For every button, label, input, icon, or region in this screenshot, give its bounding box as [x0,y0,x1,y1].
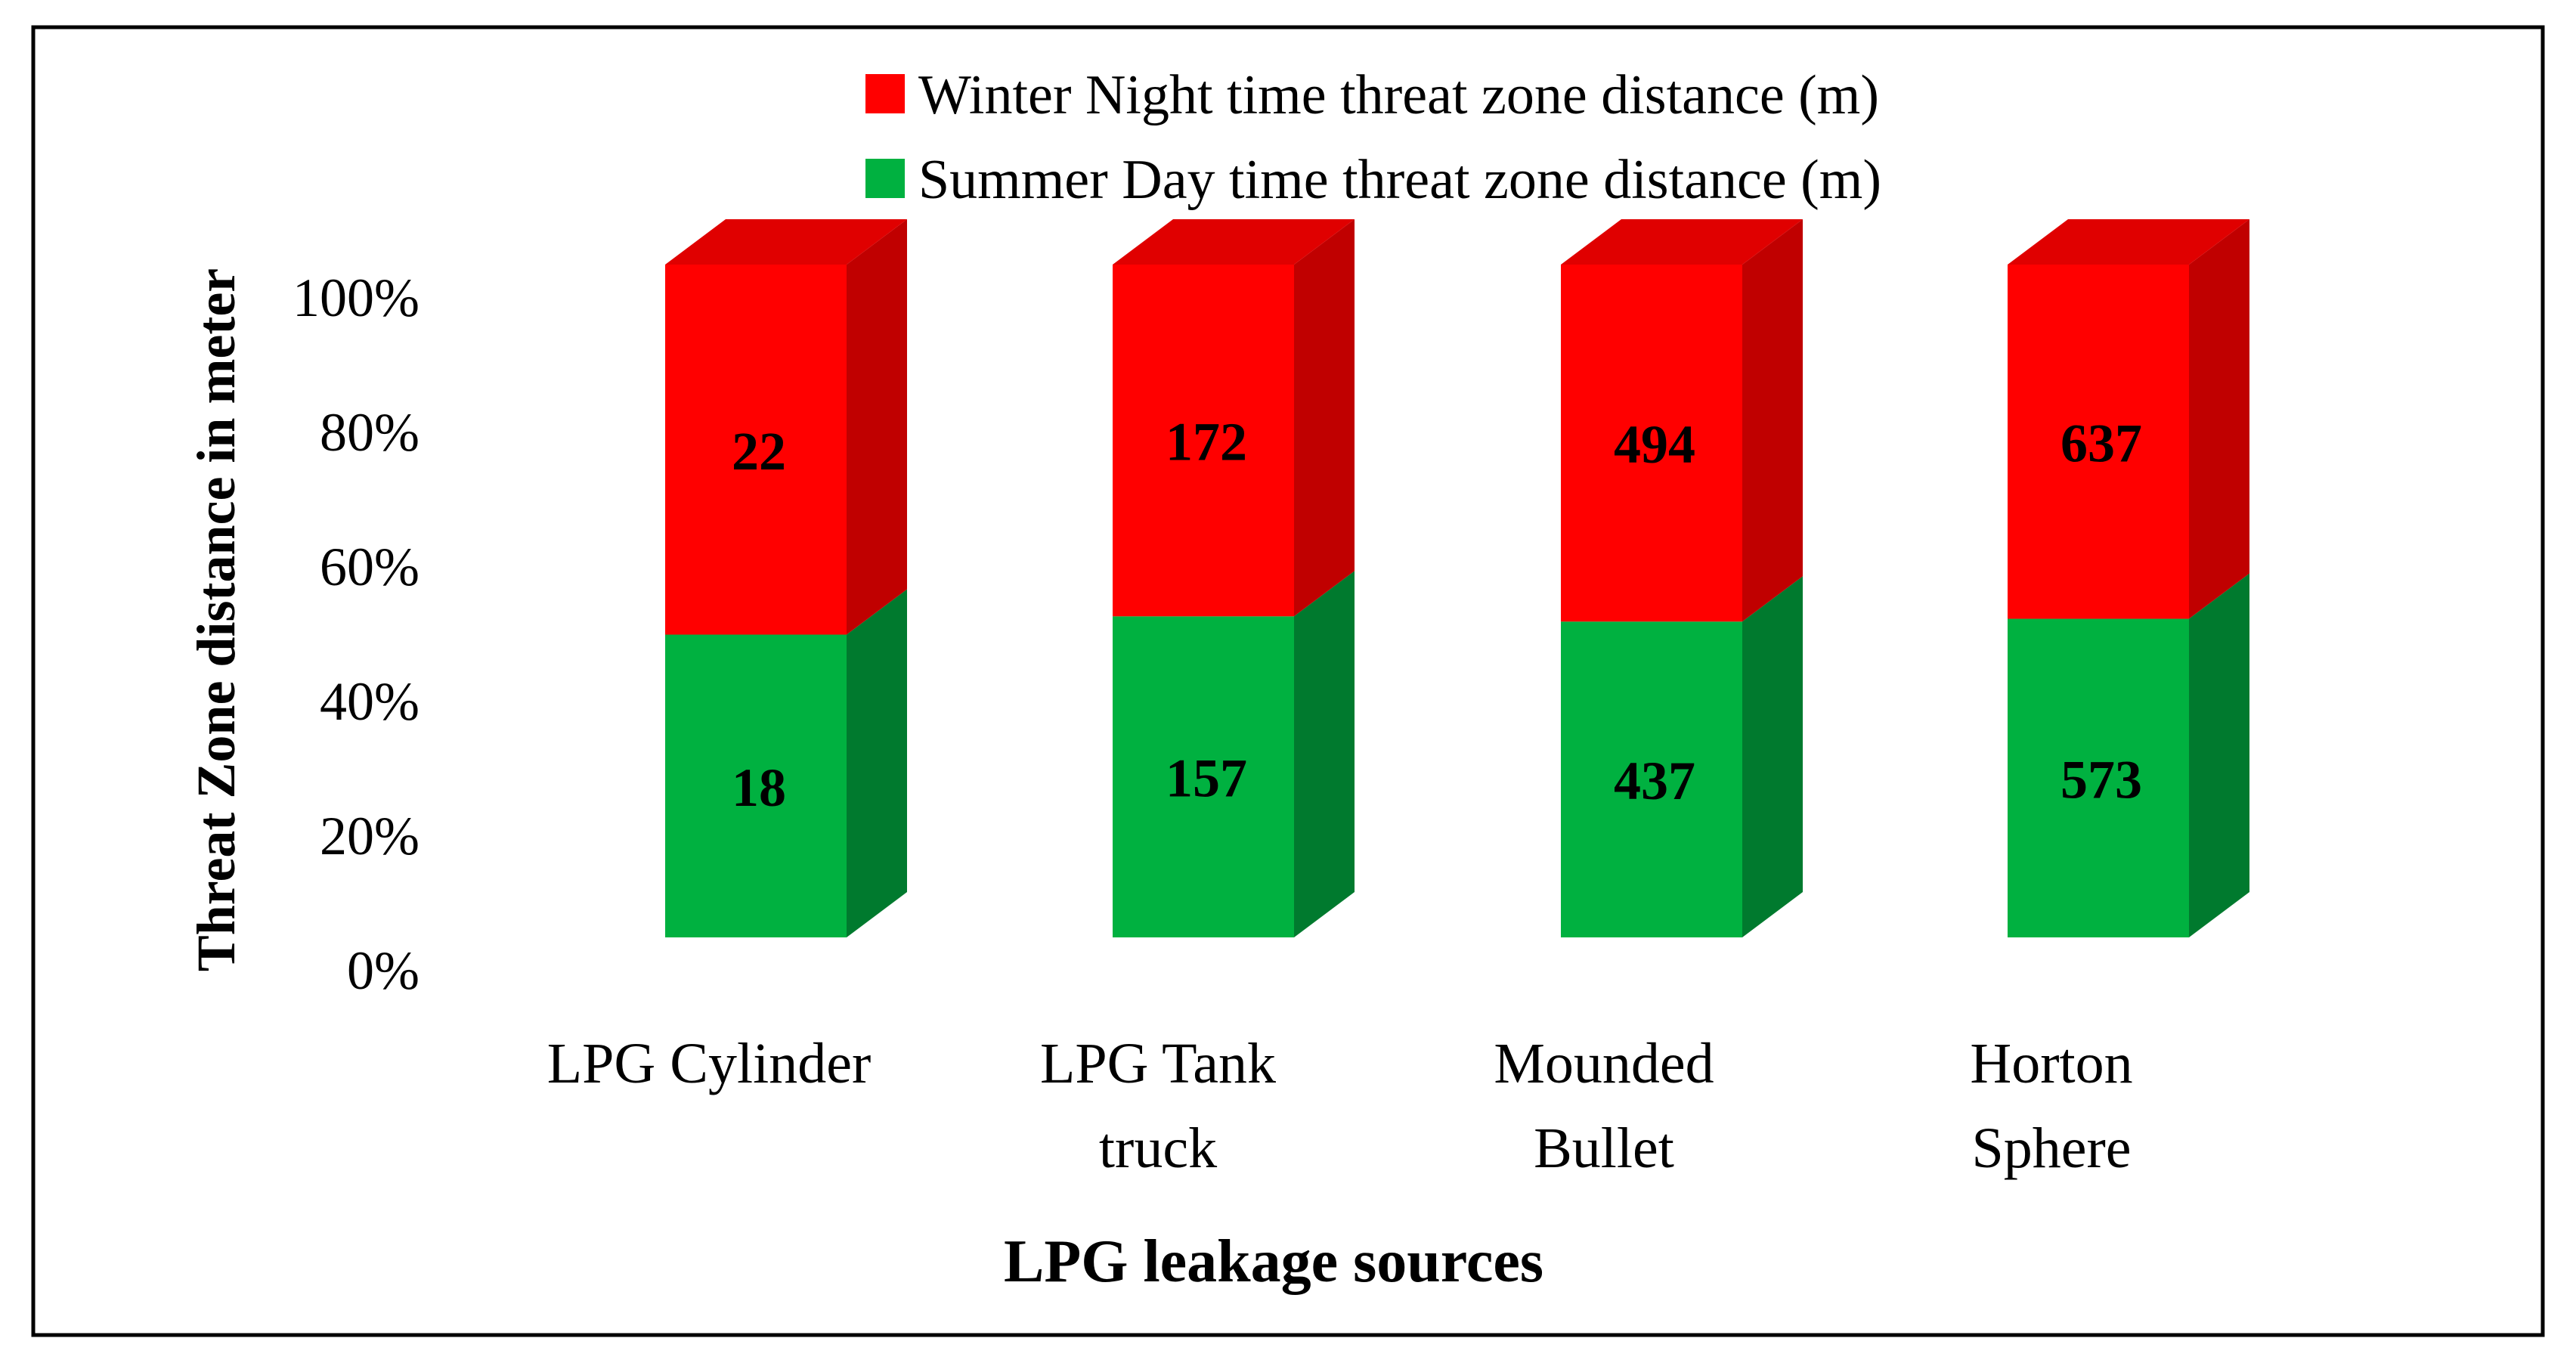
x-axis-title: LPG leakage sources [1004,1228,1543,1295]
x-tick-label: Mounded [1494,1032,1714,1095]
y-axis-title: Threat Zone distance in meter [186,268,246,972]
bar-segment-front [1113,265,1294,617]
legend-label: Winter Night time threat zone distance (… [918,64,1879,126]
y-tick-label: 80% [320,402,420,463]
bar-segment-side [847,589,907,937]
bar-segment-front [665,265,847,635]
bar-segment-side [1742,576,1803,937]
bar-segment-side [1742,219,1803,622]
legend-swatch [865,159,905,198]
y-tick-label: 20% [320,806,420,866]
bar-value-label: 637 [2060,413,2142,473]
y-tick-label: 0% [347,940,420,1001]
bar-value-label: 22 [732,421,786,482]
x-tick-label: Sphere [1971,1117,2131,1180]
bar-value-label: 437 [1614,751,1695,811]
y-tick-label: 100% [293,268,420,328]
bar-value-label: 573 [2060,749,2142,810]
bar-segment-front [665,634,847,937]
bar-segment-side [1294,219,1355,617]
x-tick-label: LPG Cylinder [547,1032,872,1095]
x-tick-label: LPG Tank [1040,1032,1276,1095]
y-axis: 0% 20% 40% 60% 80% 100% [293,268,420,1001]
bars: 18 22 157 172 437 494 573 637 [665,219,2249,937]
legend-swatch [865,74,905,113]
x-axis: LPG Cylinder LPG Tank truck Mounded Bullet Ho… [547,1032,2133,1180]
bar-segment-side [2189,573,2249,937]
bar-segment-top [2008,219,2249,265]
bar-value-label: 172 [1166,412,1247,472]
y-tick-label: 60% [320,537,420,597]
y-tick-label: 40% [320,671,420,732]
bar-segment-top [1113,219,1355,265]
bar-segment-top [1561,219,1803,265]
bar-segment-side [2189,219,2249,619]
bar-segment-front [1561,265,1742,622]
bar-value-label: 157 [1166,748,1247,809]
x-tick-label: Horton [1970,1032,2132,1095]
bar-value-label: 494 [1614,414,1695,475]
legend: Winter Night time threat zone distance (… [865,64,1881,211]
x-tick-label: truck [1099,1117,1217,1180]
bar-value-label: 18 [732,757,786,818]
bar-segment-front [2008,618,2189,937]
bar-segment-front [1113,616,1294,937]
bar-segment-side [847,219,907,635]
legend-label: Summer Day time threat zone distance (m) [918,149,1881,211]
bar-segment-front [1561,621,1742,937]
bar-segment-top [665,219,907,265]
bar-segment-front [2008,265,2189,619]
bar-segment-side [1294,571,1355,937]
x-tick-label: Bullet [1534,1117,1674,1180]
